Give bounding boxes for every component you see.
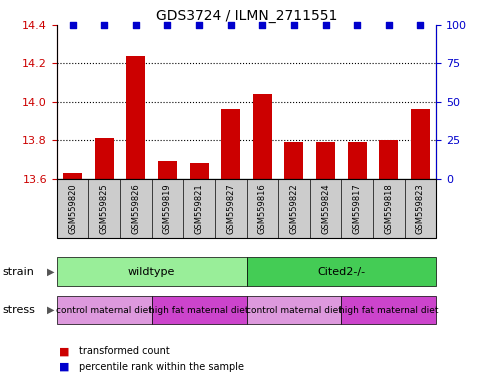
Text: GSM559821: GSM559821	[195, 183, 204, 233]
Bar	[348, 142, 367, 179]
Text: wildtype: wildtype	[128, 266, 176, 277]
Text: GSM559824: GSM559824	[321, 183, 330, 233]
Text: GSM559817: GSM559817	[352, 183, 362, 234]
Point	[227, 22, 235, 28]
Text: control maternal diet: control maternal diet	[246, 306, 342, 314]
Text: GSM559825: GSM559825	[100, 183, 108, 233]
Text: ■: ■	[59, 346, 70, 356]
Bar	[284, 142, 304, 179]
Point	[100, 22, 108, 28]
Text: GSM559816: GSM559816	[258, 183, 267, 234]
Point	[258, 22, 266, 28]
Bar	[189, 163, 209, 179]
Bar	[411, 109, 430, 179]
Text: GSM559823: GSM559823	[416, 183, 425, 234]
Text: ▶: ▶	[47, 305, 54, 315]
Bar	[253, 94, 272, 179]
Text: GSM559822: GSM559822	[289, 183, 298, 233]
Text: GSM559819: GSM559819	[163, 183, 172, 233]
Text: strain: strain	[2, 266, 35, 277]
Text: percentile rank within the sample: percentile rank within the sample	[79, 362, 244, 372]
Text: Cited2-/-: Cited2-/-	[317, 266, 365, 277]
Point	[132, 22, 140, 28]
Bar	[158, 161, 177, 179]
Point	[69, 22, 76, 28]
Text: GSM559820: GSM559820	[68, 183, 77, 233]
Title: GDS3724 / ILMN_2711551: GDS3724 / ILMN_2711551	[156, 8, 337, 23]
Bar	[126, 56, 145, 179]
Point	[417, 22, 424, 28]
Text: GSM559818: GSM559818	[385, 183, 393, 234]
Bar	[63, 173, 82, 179]
Bar	[221, 109, 240, 179]
Text: ■: ■	[59, 362, 70, 372]
Text: stress: stress	[2, 305, 35, 315]
Point	[164, 22, 172, 28]
Bar	[316, 142, 335, 179]
Point	[195, 22, 203, 28]
Text: ▶: ▶	[47, 266, 54, 277]
Text: high fat maternal diet: high fat maternal diet	[149, 306, 249, 314]
Text: transformed count: transformed count	[79, 346, 170, 356]
Point	[385, 22, 393, 28]
Text: GSM559826: GSM559826	[131, 183, 141, 234]
Bar	[380, 140, 398, 179]
Point	[353, 22, 361, 28]
Point	[290, 22, 298, 28]
Point	[321, 22, 329, 28]
Bar	[95, 138, 113, 179]
Text: control maternal diet: control maternal diet	[56, 306, 152, 314]
Text: GSM559827: GSM559827	[226, 183, 235, 234]
Text: high fat maternal diet: high fat maternal diet	[339, 306, 439, 314]
